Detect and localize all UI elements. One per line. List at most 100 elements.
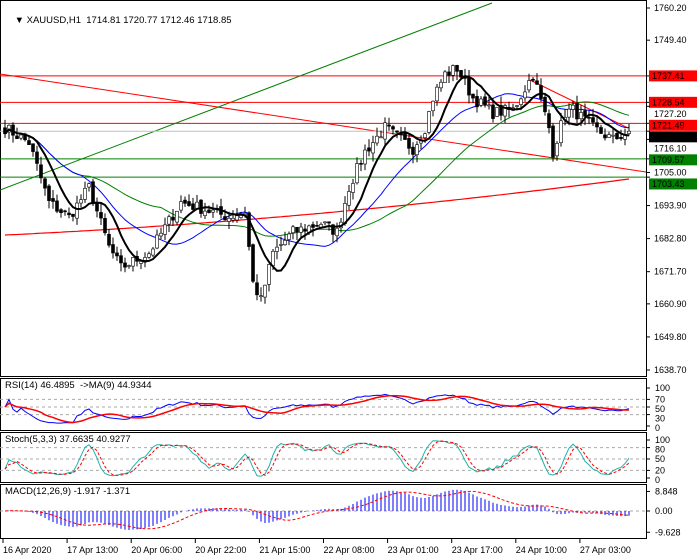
- collapse-triangle-icon[interactable]: ▼: [14, 15, 27, 26]
- candle: [123, 262, 127, 268]
- candle: [259, 295, 263, 298]
- candle: [43, 178, 47, 189]
- candle: [47, 185, 51, 201]
- candle: [571, 104, 575, 110]
- candle: [411, 146, 415, 155]
- symbol-header: ▼ XAUUSD,H1 1714.81 1720.77 1712.46 1718…: [4, 4, 232, 37]
- candle: [579, 112, 583, 120]
- candle: [535, 80, 539, 85]
- price-tick-label: 1638.70: [654, 365, 687, 375]
- candle: [55, 200, 59, 212]
- candle: [467, 77, 471, 96]
- candle: [127, 265, 131, 267]
- main-pane-border: [0, 0, 647, 377]
- candle: [131, 257, 135, 267]
- price-tick-label: 1660.90: [654, 299, 687, 309]
- candle: [427, 111, 431, 133]
- rsi-pane-border: [0, 378, 647, 431]
- candle: [83, 187, 87, 200]
- price-tick-label: 1749.40: [654, 35, 687, 45]
- price-tick-label: 1760.20: [654, 3, 687, 13]
- candle: [211, 209, 215, 213]
- candle: [559, 120, 563, 144]
- price-level-tag: [649, 70, 697, 82]
- candle: [431, 100, 435, 112]
- candle: [87, 183, 91, 188]
- candle: [443, 71, 447, 83]
- candle: [31, 143, 35, 152]
- stoch-tick-label: 80: [655, 445, 665, 455]
- symbol-label: XAUUSD,H1: [26, 15, 81, 26]
- time-tick-label: 21 Apr 15:00: [259, 545, 310, 555]
- candle: [403, 132, 407, 140]
- candle: [491, 104, 495, 119]
- time-tick-label: 23 Apr 01:00: [388, 545, 439, 555]
- stoch-tick-label: 0: [655, 475, 660, 485]
- candle: [607, 134, 611, 138]
- candle: [451, 65, 455, 76]
- candle: [423, 133, 427, 139]
- price-level-value: 1703.43: [652, 179, 685, 189]
- price-tick-label: 1693.90: [654, 201, 687, 211]
- candle: [315, 225, 319, 227]
- candle: [167, 216, 171, 225]
- candle: [363, 149, 367, 165]
- candle: [611, 134, 615, 137]
- candle: [439, 81, 443, 89]
- macd-tick-label: 0.00: [655, 506, 673, 516]
- candle: [227, 217, 231, 222]
- candle: [15, 135, 19, 139]
- time-tick-label: 17 Apr 13:00: [67, 545, 118, 555]
- candle: [471, 93, 475, 99]
- time-tick-label: 24 Apr 10:00: [516, 545, 567, 555]
- price-level-tag: [649, 154, 697, 166]
- candle: [183, 199, 187, 204]
- ohlc-values: 1714.81 1720.77 1712.46 1718.85: [86, 15, 232, 26]
- candle: [351, 183, 355, 193]
- stoch-tick-label: 50: [655, 454, 665, 464]
- candle: [391, 126, 395, 130]
- candle: [503, 105, 507, 117]
- candle: [263, 284, 267, 298]
- candle: [483, 96, 487, 106]
- candle: [39, 164, 43, 179]
- candle: [143, 257, 147, 263]
- time-tick-label: 20 Apr 22:00: [195, 545, 246, 555]
- ma-fast-line: [4, 75, 630, 272]
- price-tick-label: 1671.70: [654, 267, 687, 277]
- candle: [107, 233, 111, 246]
- candle: [63, 210, 67, 213]
- candle: [207, 209, 211, 213]
- rsi-tick-label: 50: [655, 404, 665, 414]
- candle: [539, 85, 543, 99]
- candle: [495, 107, 499, 117]
- rsi-tick-label: 0: [655, 423, 660, 433]
- candle: [279, 244, 283, 246]
- candle: [275, 246, 279, 252]
- candle: [147, 253, 151, 258]
- price-level-tag: [649, 178, 697, 190]
- candle: [591, 117, 595, 123]
- candle: [199, 199, 203, 214]
- candle: [91, 181, 95, 205]
- red-trendline-short: [529, 79, 629, 129]
- candle: [251, 244, 255, 282]
- candle: [291, 226, 295, 234]
- candle: [567, 108, 571, 118]
- rsi-tick-label: 70: [655, 394, 665, 404]
- price-tick-label: 1716.10: [654, 143, 687, 153]
- candle: [103, 218, 107, 234]
- price-level-value: 1721.49: [652, 120, 685, 130]
- candle: [475, 96, 479, 108]
- candle: [375, 135, 379, 144]
- candle: [235, 215, 239, 221]
- candle: [267, 264, 271, 285]
- candle: [163, 224, 167, 235]
- price-level-value: 1737.41: [652, 71, 685, 81]
- candle: [347, 191, 351, 206]
- candle: [95, 203, 99, 212]
- price-level-tag: [649, 96, 697, 108]
- price-tick-label: 1727.20: [654, 109, 687, 119]
